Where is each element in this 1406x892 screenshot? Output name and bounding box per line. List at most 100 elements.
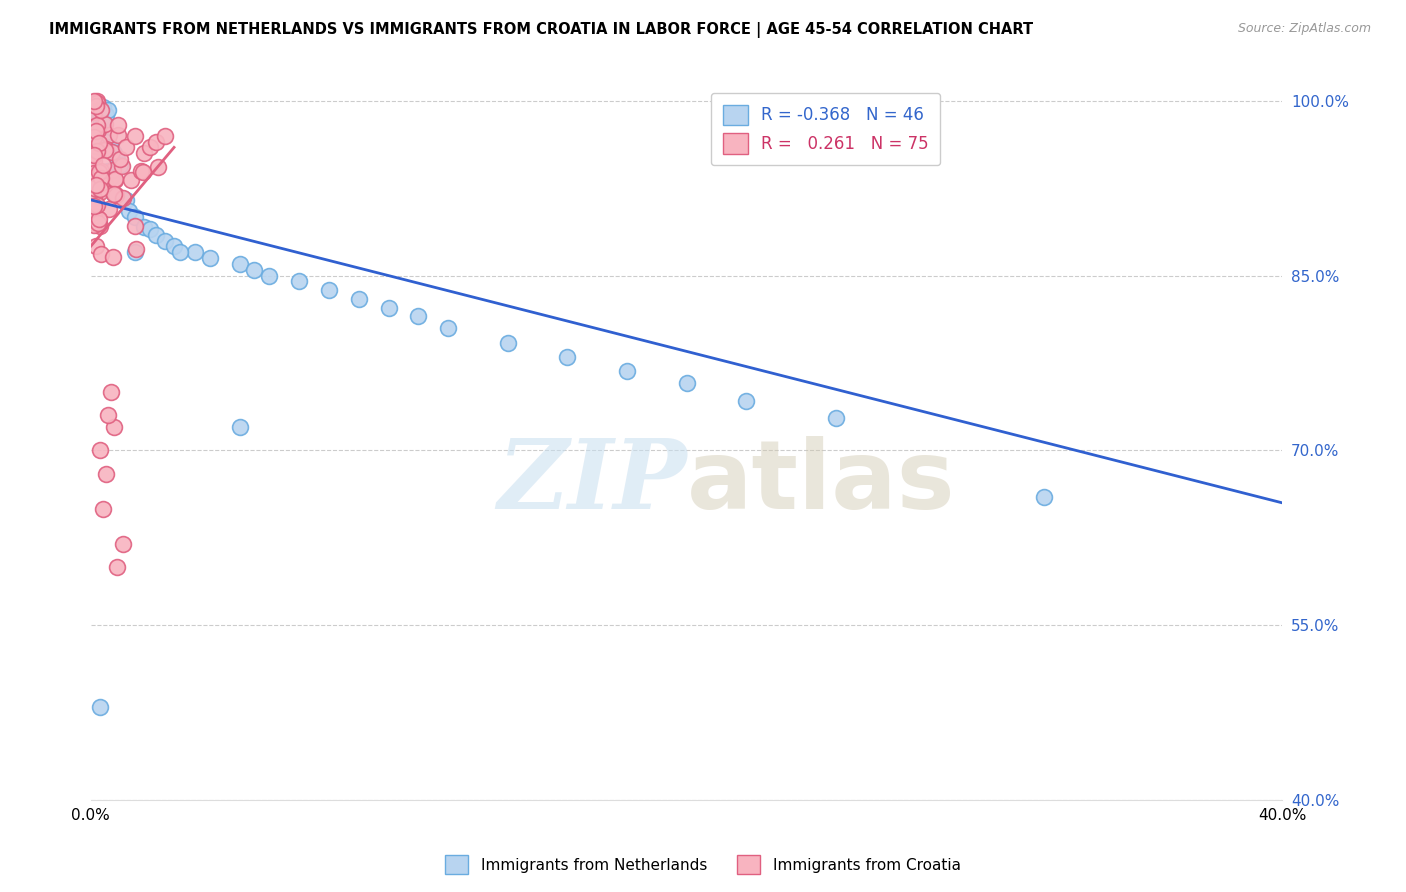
Point bbox=[100, 169, 122, 184]
Point bbox=[91, 117, 114, 131]
Point bbox=[90, 177, 112, 191]
Point bbox=[107, 118, 129, 132]
Point bbox=[83, 191, 105, 205]
Point bbox=[103, 186, 125, 201]
Point bbox=[735, 394, 758, 409]
Point bbox=[100, 385, 122, 400]
Point bbox=[139, 222, 162, 236]
Legend: Immigrants from Netherlands, Immigrants from Croatia: Immigrants from Netherlands, Immigrants … bbox=[439, 849, 967, 880]
Point bbox=[153, 234, 176, 248]
Legend: R = -0.368   N = 46, R =   0.261   N = 75: R = -0.368 N = 46, R = 0.261 N = 75 bbox=[711, 93, 941, 165]
Point bbox=[89, 185, 111, 199]
Point bbox=[288, 275, 311, 289]
Point bbox=[496, 336, 519, 351]
Point bbox=[84, 239, 107, 253]
Point bbox=[153, 128, 176, 143]
Point bbox=[100, 140, 122, 154]
Point bbox=[83, 154, 105, 169]
Point bbox=[616, 364, 638, 378]
Point bbox=[132, 165, 155, 179]
Point bbox=[124, 242, 146, 256]
Point bbox=[111, 191, 134, 205]
Point bbox=[115, 193, 138, 207]
Point bbox=[101, 163, 124, 178]
Point bbox=[243, 262, 266, 277]
Point bbox=[83, 146, 105, 161]
Point bbox=[86, 95, 108, 110]
Point bbox=[86, 118, 108, 132]
Point bbox=[93, 117, 115, 131]
Point bbox=[90, 163, 112, 178]
Text: Source: ZipAtlas.com: Source: ZipAtlas.com bbox=[1237, 22, 1371, 36]
Point bbox=[408, 310, 430, 324]
Point bbox=[89, 699, 111, 714]
Point bbox=[94, 108, 117, 122]
Point bbox=[134, 219, 156, 234]
Point bbox=[437, 321, 460, 335]
Point bbox=[146, 161, 169, 175]
Point bbox=[118, 204, 141, 219]
Point bbox=[86, 122, 108, 136]
Point bbox=[184, 245, 207, 260]
Point bbox=[89, 219, 111, 233]
Point bbox=[107, 152, 129, 166]
Point bbox=[163, 239, 186, 253]
Text: IMMIGRANTS FROM NETHERLANDS VS IMMIGRANTS FROM CROATIA IN LABOR FORCE | AGE 45-5: IMMIGRANTS FROM NETHERLANDS VS IMMIGRANT… bbox=[49, 22, 1033, 38]
Text: ZIP: ZIP bbox=[496, 435, 686, 529]
Point bbox=[83, 165, 105, 179]
Point bbox=[90, 103, 112, 118]
Point bbox=[83, 181, 105, 195]
Point bbox=[98, 128, 121, 143]
Point bbox=[104, 188, 127, 202]
Point bbox=[115, 140, 138, 154]
Text: atlas: atlas bbox=[686, 435, 955, 529]
Point bbox=[104, 172, 127, 186]
Point bbox=[91, 99, 114, 113]
Point bbox=[86, 94, 108, 108]
Point bbox=[228, 257, 250, 271]
Point bbox=[675, 376, 697, 390]
Point bbox=[89, 211, 111, 226]
Point bbox=[110, 158, 132, 172]
Point bbox=[124, 245, 146, 260]
Point bbox=[228, 420, 250, 434]
Point bbox=[83, 204, 105, 219]
Point bbox=[90, 247, 112, 261]
Point bbox=[83, 216, 105, 230]
Point bbox=[145, 227, 167, 242]
Point bbox=[347, 292, 370, 306]
Point bbox=[86, 105, 108, 120]
Point bbox=[104, 172, 127, 186]
Point bbox=[94, 135, 117, 149]
Point bbox=[83, 104, 105, 119]
Point bbox=[83, 129, 105, 144]
Point bbox=[110, 159, 132, 173]
Point bbox=[86, 197, 108, 211]
Point bbox=[91, 501, 114, 516]
Point bbox=[83, 199, 105, 213]
Point bbox=[377, 301, 399, 316]
Point bbox=[169, 245, 191, 260]
Point bbox=[84, 178, 107, 192]
Point bbox=[124, 219, 146, 234]
Point bbox=[120, 172, 142, 186]
Point bbox=[87, 216, 110, 230]
Point bbox=[103, 187, 125, 202]
Point bbox=[198, 251, 221, 265]
Point bbox=[86, 145, 108, 159]
Point bbox=[90, 170, 112, 185]
Point bbox=[87, 136, 110, 151]
Point bbox=[86, 124, 108, 138]
Point bbox=[87, 165, 110, 179]
Point bbox=[97, 103, 120, 117]
Point bbox=[110, 152, 132, 166]
Point bbox=[89, 123, 111, 137]
Point bbox=[97, 409, 120, 423]
Point bbox=[89, 182, 111, 196]
Point bbox=[112, 537, 135, 551]
Point bbox=[134, 146, 156, 161]
Point bbox=[557, 350, 579, 364]
Point bbox=[83, 209, 105, 223]
Point bbox=[1033, 490, 1056, 504]
Point bbox=[97, 163, 120, 178]
